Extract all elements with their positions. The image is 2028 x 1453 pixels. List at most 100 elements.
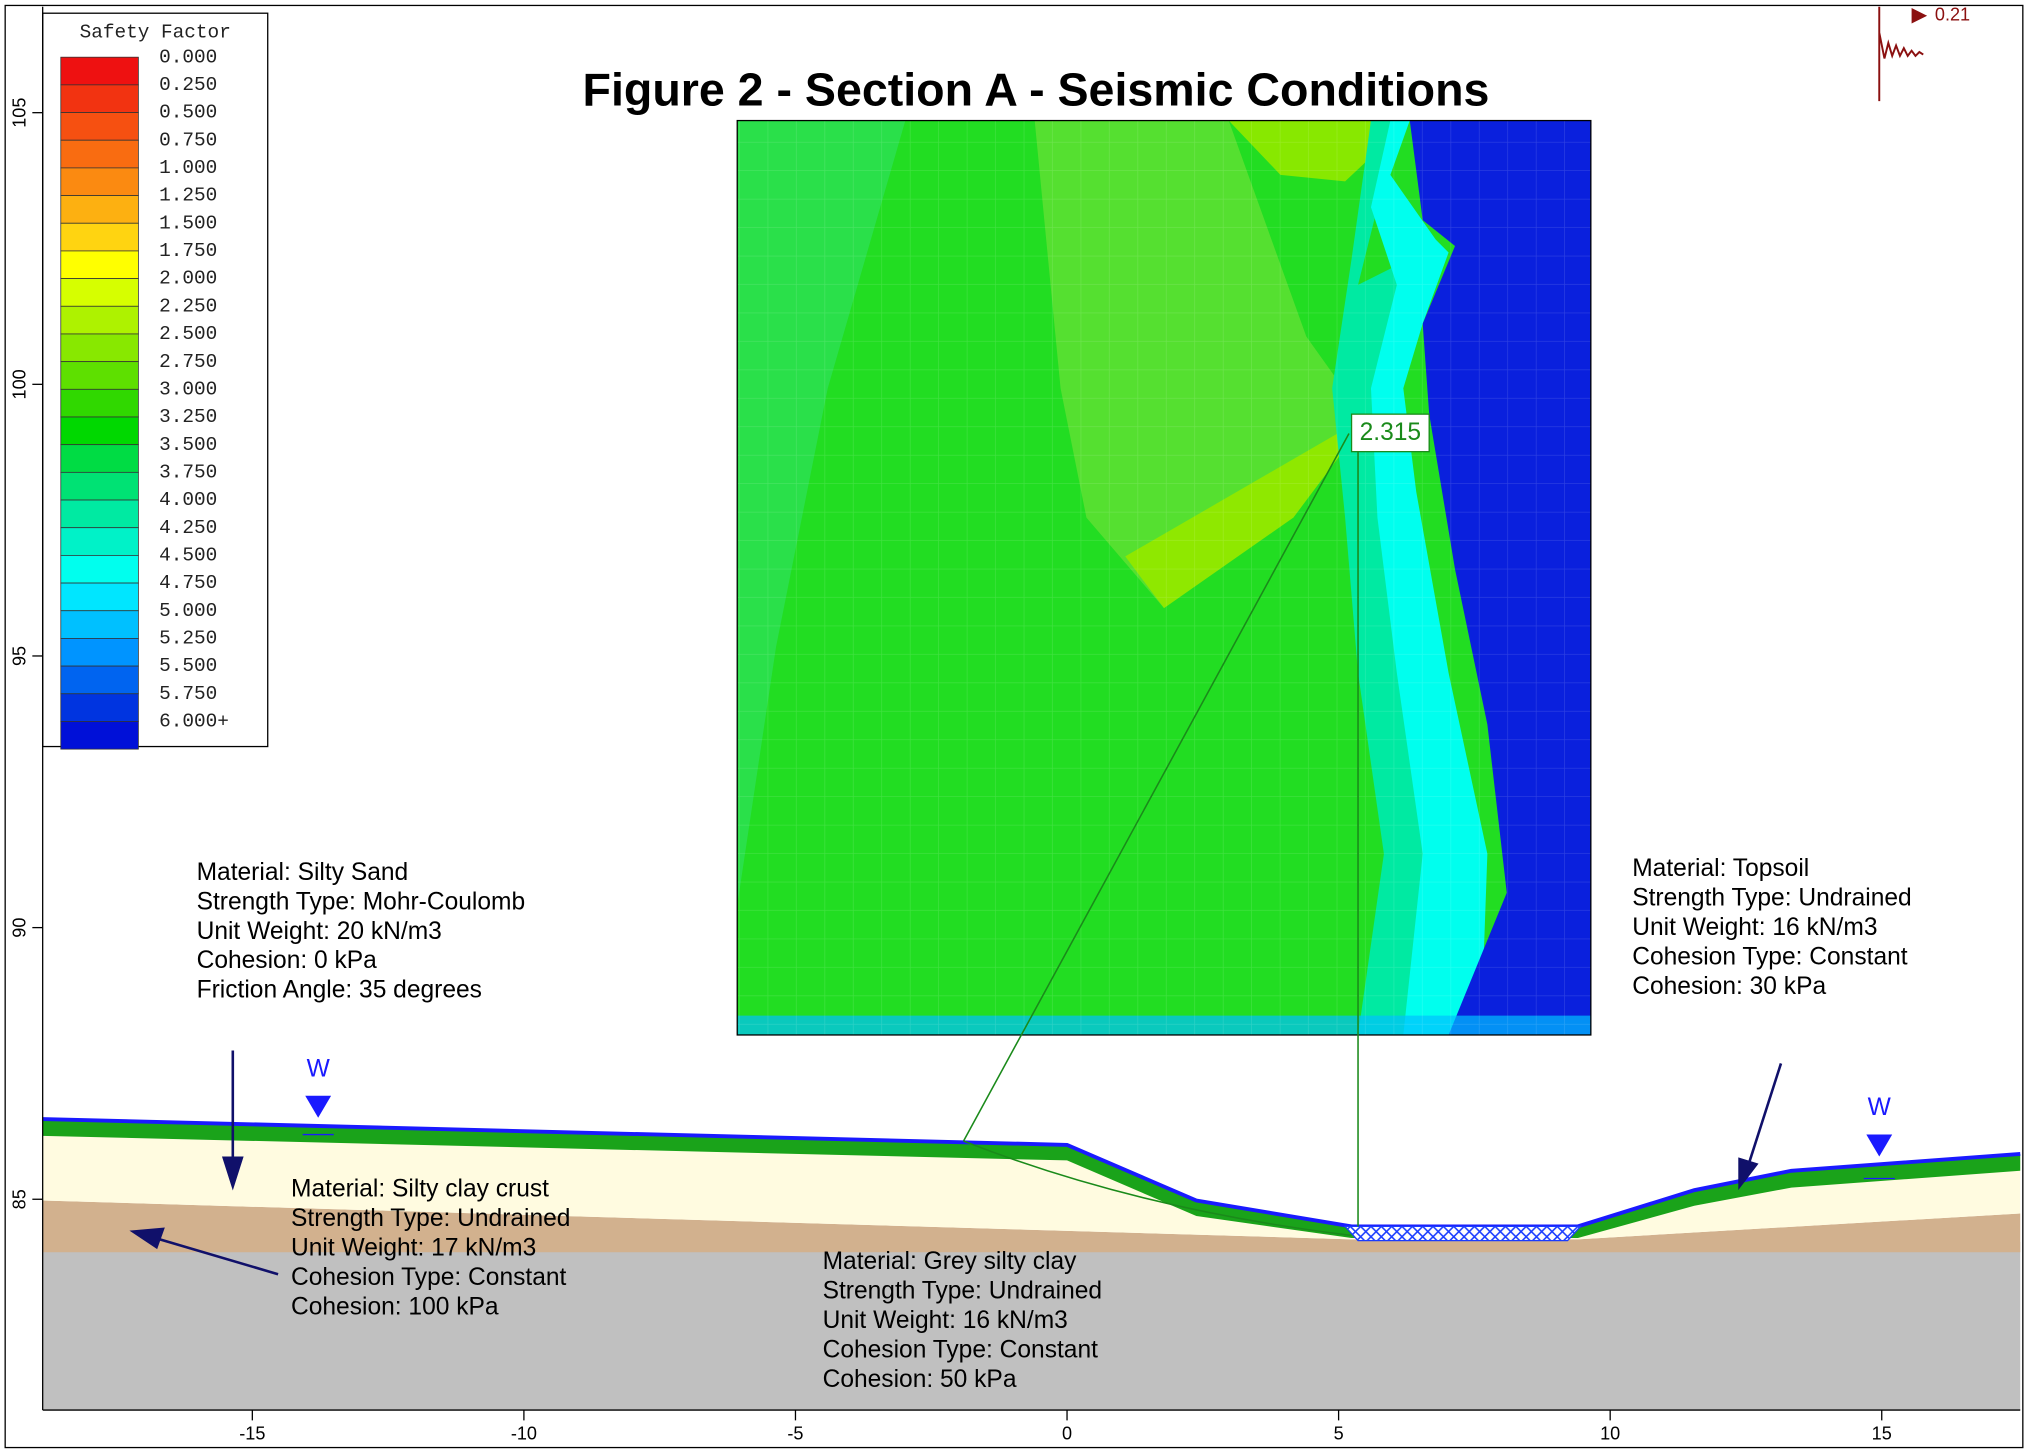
material-note: Strength Type: Undrained [1632, 884, 1911, 911]
x-tick-label: 5 [1334, 1423, 1344, 1443]
material-note: Strength Type: Undrained [291, 1205, 570, 1232]
legend-label: 3.000 [159, 378, 217, 400]
material-note: Material: Topsoil [1632, 855, 1809, 882]
legend-label: 6.000+ [159, 711, 229, 733]
legend-label: 2.250 [159, 295, 217, 317]
legend-label: 4.000 [159, 489, 217, 511]
legend-swatch [60, 471, 139, 501]
x-tick-label: 15 [1872, 1423, 1892, 1443]
legend-swatch [60, 554, 139, 584]
legend-label: 0.250 [159, 74, 217, 96]
legend-swatch [60, 250, 139, 279]
material-note: Cohesion: 100 kPa [291, 1294, 499, 1321]
material-note: Cohesion Type: Constant [1632, 943, 1908, 970]
legend-label: 5.250 [159, 628, 217, 650]
legend-swatch [60, 527, 139, 556]
material-note: Unit Weight: 20 kN/m3 [197, 918, 442, 945]
legend-label: 2.000 [159, 268, 217, 290]
load-arrows [129, 1050, 1783, 1276]
legend-swatch [60, 222, 139, 252]
material-note: Unit Weight: 17 kN/m3 [291, 1235, 536, 1262]
legend-swatch [60, 499, 139, 529]
legend-label: 5.500 [159, 655, 217, 677]
seismic-icon [1878, 6, 1924, 102]
material-note: Unit Weight: 16 kN/m3 [1632, 914, 1877, 941]
leader-line [962, 433, 1350, 1142]
legend-swatch [60, 416, 139, 446]
material-note: Strength Type: Mohr-Coulomb [197, 888, 526, 915]
x-tick-label: -5 [787, 1423, 803, 1443]
material-note: Cohesion: 30 kPa [1632, 973, 1826, 1000]
legend-label: 0.750 [159, 129, 217, 151]
legend-label: 0.500 [159, 102, 217, 124]
legend-label: 4.500 [159, 545, 217, 567]
legend-swatch [60, 112, 139, 141]
y-tick-label: 95 [9, 646, 29, 666]
contour-border [736, 119, 1592, 1036]
x-tick-label: -10 [511, 1423, 537, 1443]
y-tick-label: 105 [9, 98, 29, 128]
legend-swatch [60, 582, 139, 612]
material-note: Unit Weight: 16 kN/m3 [823, 1307, 1068, 1334]
legend-label: 1.250 [159, 185, 217, 207]
sand-layer [42, 1125, 2021, 1240]
legend-label: 1.500 [159, 212, 217, 234]
legend-label: 3.250 [159, 406, 217, 428]
legend-swatch [60, 638, 139, 667]
legend-label: 3.750 [159, 461, 217, 483]
material-note: Strength Type: Undrained [823, 1278, 1102, 1305]
slip-surface [963, 1140, 1352, 1237]
legend-swatch [60, 305, 139, 335]
water-label: W [1868, 1094, 1892, 1121]
material-note: Material: Grey silty clay [823, 1248, 1078, 1275]
topsoil-layer [42, 1119, 2021, 1239]
fs-label-box [1350, 413, 1430, 453]
grey-clay-layer [42, 1241, 2021, 1411]
legend-swatch [60, 56, 139, 86]
y-tick-label: 100 [9, 369, 29, 399]
water-markers [302, 1095, 1895, 1180]
chart-title: Figure 2 - Section A - Seismic Condition… [583, 64, 1490, 116]
legend-swatch [60, 361, 139, 390]
legend-label: 5.750 [159, 683, 217, 705]
material-note: Material: Silty clay crust [291, 1176, 549, 1203]
material-note: Cohesion: 50 kPa [823, 1366, 1017, 1393]
seismic-label: 0.21 [1935, 5, 1970, 25]
legend-swatch [60, 721, 139, 750]
legend-swatch [60, 693, 139, 722]
legend-label: 2.750 [159, 351, 217, 373]
y-tick-label: 85 [9, 1189, 29, 1209]
material-note: Cohesion: 0 kPa [197, 947, 378, 974]
legend-swatch [60, 610, 139, 639]
legend-label: 3.500 [159, 434, 217, 456]
material-note: Material: Silty Sand [197, 859, 409, 886]
legend-swatch [60, 195, 139, 224]
legend-swatch [60, 444, 139, 473]
legend-label: 4.750 [159, 572, 217, 594]
y-tick-label: 90 [9, 918, 29, 938]
legend-swatch [60, 278, 139, 307]
legend-swatch [60, 333, 139, 363]
legend-swatch [60, 167, 139, 196]
legend-label: 1.750 [159, 240, 217, 262]
material-note: Friction Angle: 35 degrees [197, 977, 482, 1004]
legend-label: 4.250 [159, 517, 217, 539]
legend-label: 1.000 [159, 157, 217, 179]
material-note: Cohesion Type: Constant [291, 1264, 567, 1291]
legend-swatch [60, 84, 139, 113]
legend-label: 2.500 [159, 323, 217, 345]
water-body [1343, 1225, 1582, 1242]
x-tick-label: 10 [1600, 1423, 1620, 1443]
legend-swatch [60, 388, 139, 418]
seismic-icon [1911, 8, 1928, 24]
x-tick-label: 0 [1062, 1423, 1072, 1443]
x-tick-label: -15 [239, 1423, 265, 1443]
legend-swatch [60, 139, 139, 169]
legend-label: 5.000 [159, 600, 217, 622]
min-fs-label: 2.315 [1360, 419, 1421, 446]
legend-title: Safety Factor [80, 22, 231, 44]
water-label: W [307, 1055, 331, 1082]
legend-swatch [60, 665, 139, 695]
material-note: Cohesion Type: Constant [823, 1337, 1099, 1364]
